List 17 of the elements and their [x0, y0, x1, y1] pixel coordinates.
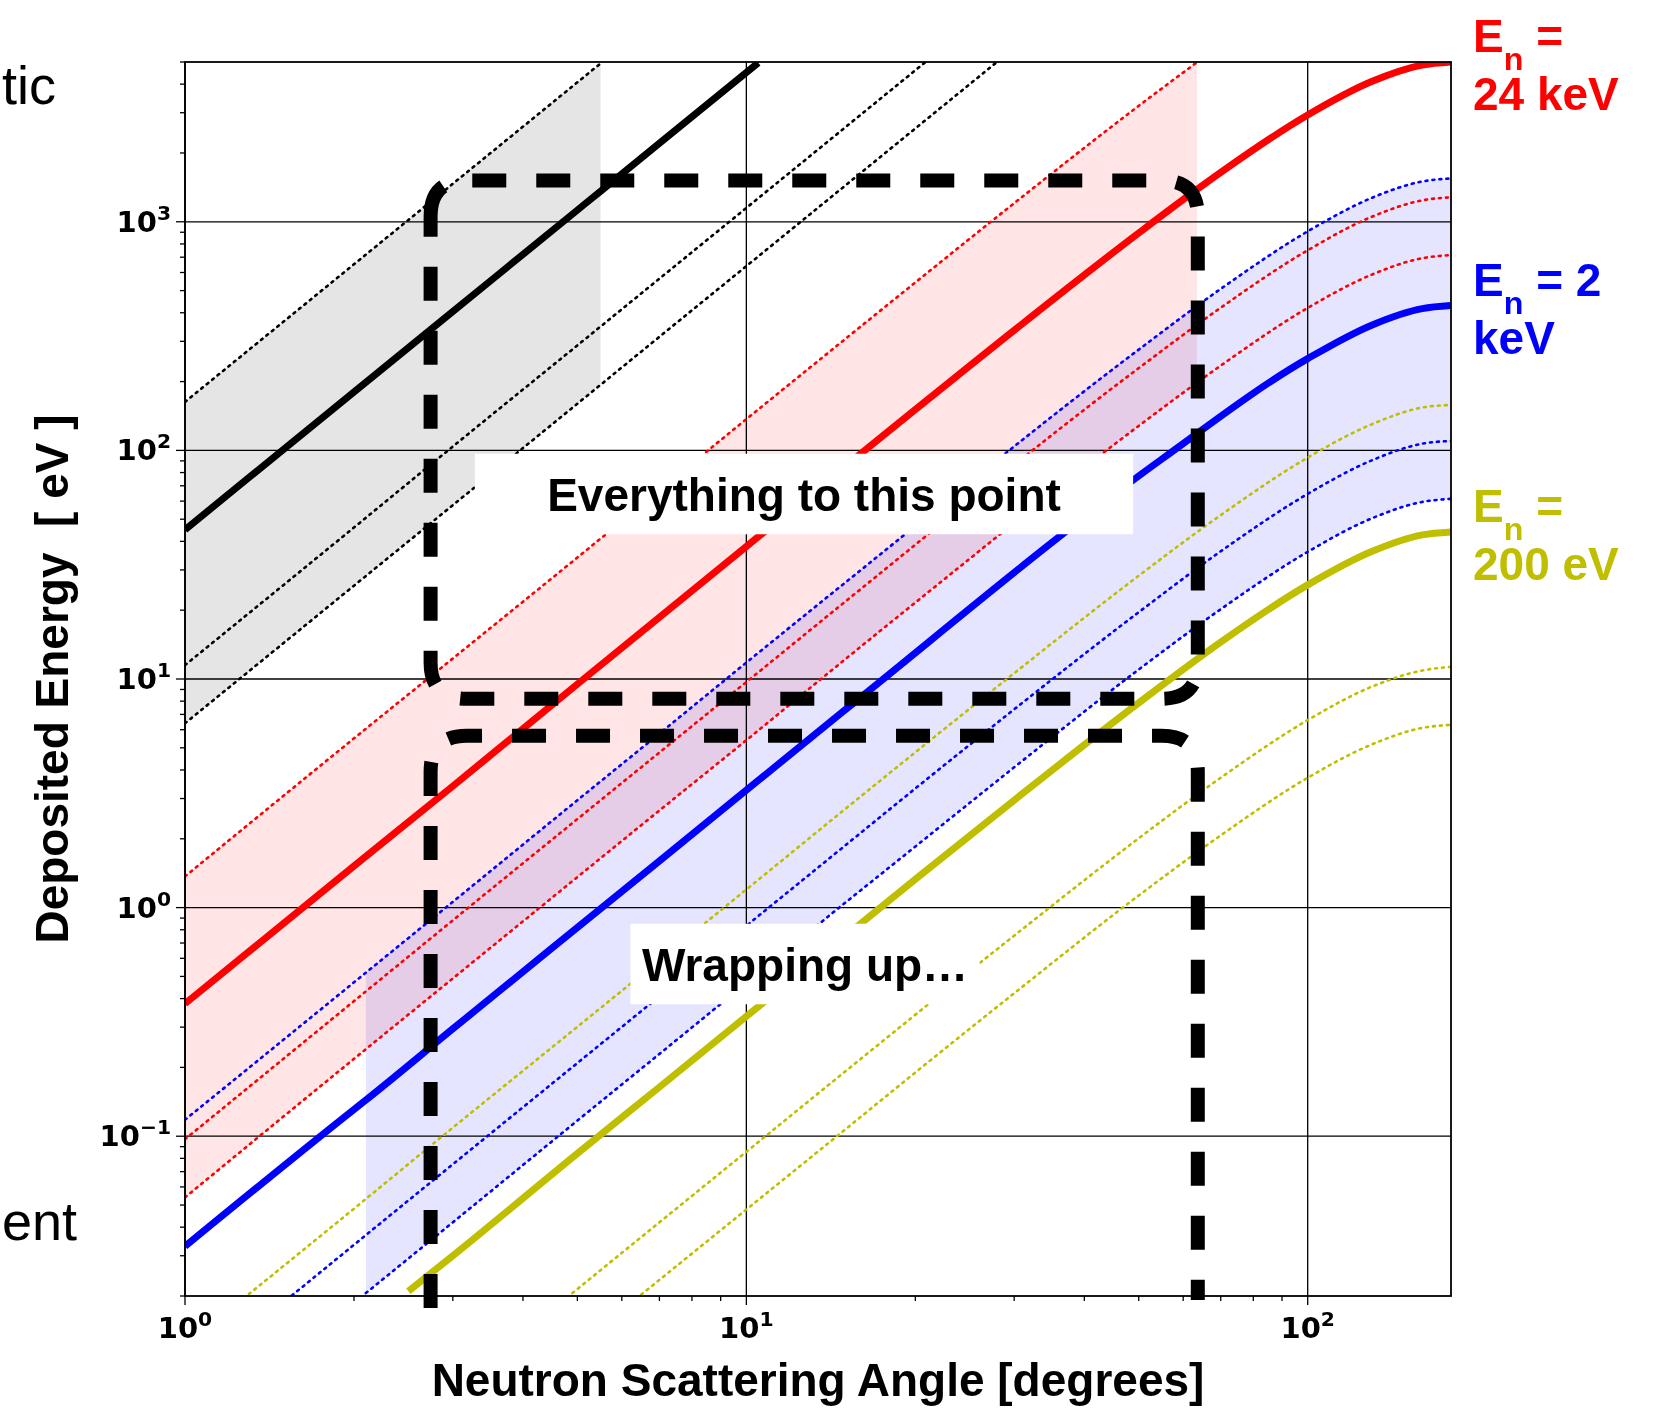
text: tic: [2, 55, 56, 115]
y-axis-title: Deposited Energy [ eV ]: [26, 414, 78, 944]
text: ent: [2, 1191, 78, 1251]
x-tick-label: 10$^{0}$: [157, 1307, 213, 1345]
series-label: E$_{n}$ = 200 eV: [1473, 479, 1620, 590]
y-tick-label: 10$^{3}$: [116, 200, 171, 239]
y-tick-label: 10$^{1}$: [116, 658, 171, 696]
annotation: Everything to this point: [547, 468, 1061, 521]
y-tick-label: 10$^{−1}$: [99, 1115, 171, 1154]
series-label: E$_{n}$ = 24 keV: [1473, 10, 1620, 120]
annotation: Wrapping up…: [641, 938, 969, 991]
x-axis-title: Neutron Scattering Angle [degrees]: [431, 1354, 1205, 1406]
x-tick-label: 10$^{1}$: [719, 1307, 774, 1345]
y-tick-label: 10$^{0}$: [116, 886, 171, 925]
y-tick-label: 10$^{2}$: [116, 429, 171, 468]
x-tick-label: 10$^{2}$: [1280, 1307, 1335, 1345]
series-label: E$_{n}$ = 2 keV: [1473, 253, 1602, 364]
